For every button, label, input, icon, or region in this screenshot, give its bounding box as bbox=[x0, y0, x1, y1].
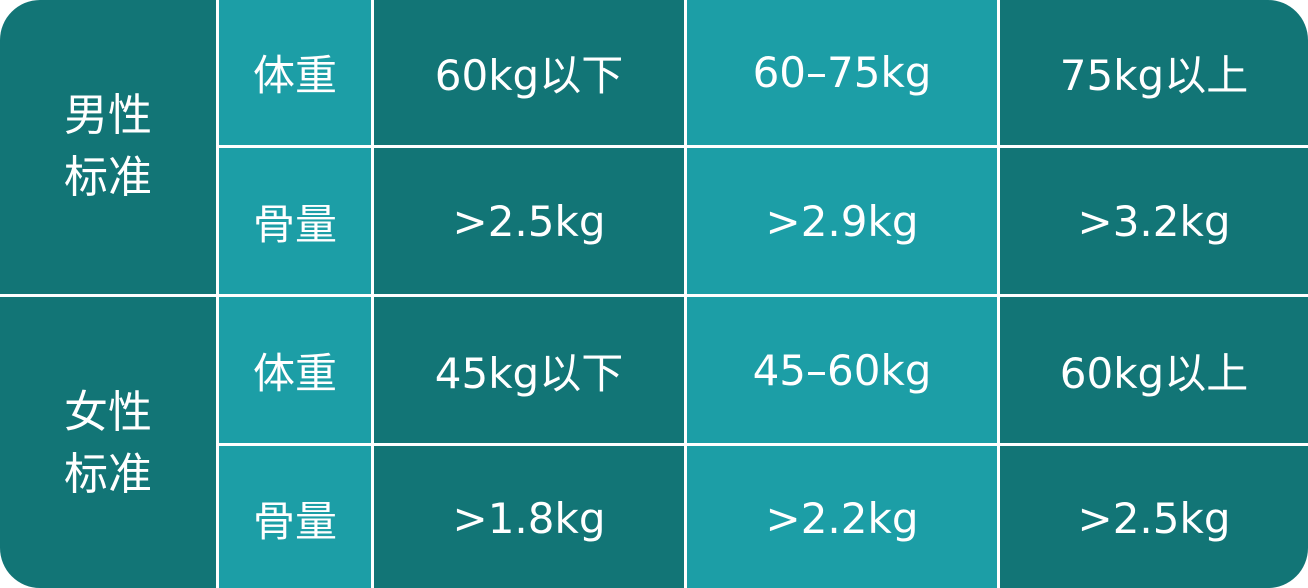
table-cell: >2.5kg bbox=[374, 148, 684, 294]
group-label-line2: 标准 bbox=[64, 449, 152, 500]
metric-label: 骨量 bbox=[219, 148, 371, 294]
table-cell: >2.9kg bbox=[687, 148, 997, 294]
group-label-line1: 女性 bbox=[64, 387, 152, 438]
group-label-male: 男性 标准 bbox=[0, 0, 216, 294]
table-cell: 45–60kg bbox=[687, 297, 997, 443]
group-label-line1: 男性 bbox=[64, 90, 152, 141]
table-cell: 60kg以下 bbox=[374, 0, 684, 145]
metric-label: 体重 bbox=[219, 0, 371, 145]
table-cell: 60–75kg bbox=[687, 0, 997, 145]
table-cell: 75kg以上 bbox=[1000, 0, 1308, 145]
table-cell: >1.8kg bbox=[374, 446, 684, 588]
table-cell: 45kg以下 bbox=[374, 297, 684, 443]
table-cell: >3.2kg bbox=[1000, 148, 1308, 294]
metric-label: 体重 bbox=[219, 297, 371, 443]
metric-label: 骨量 bbox=[219, 446, 371, 588]
table-cell: >2.5kg bbox=[1000, 446, 1308, 588]
table-cell: 60kg以上 bbox=[1000, 297, 1308, 443]
group-label-line2: 标准 bbox=[64, 152, 152, 203]
group-label-female: 女性 标准 bbox=[0, 297, 216, 588]
table-cell: >2.2kg bbox=[687, 446, 997, 588]
